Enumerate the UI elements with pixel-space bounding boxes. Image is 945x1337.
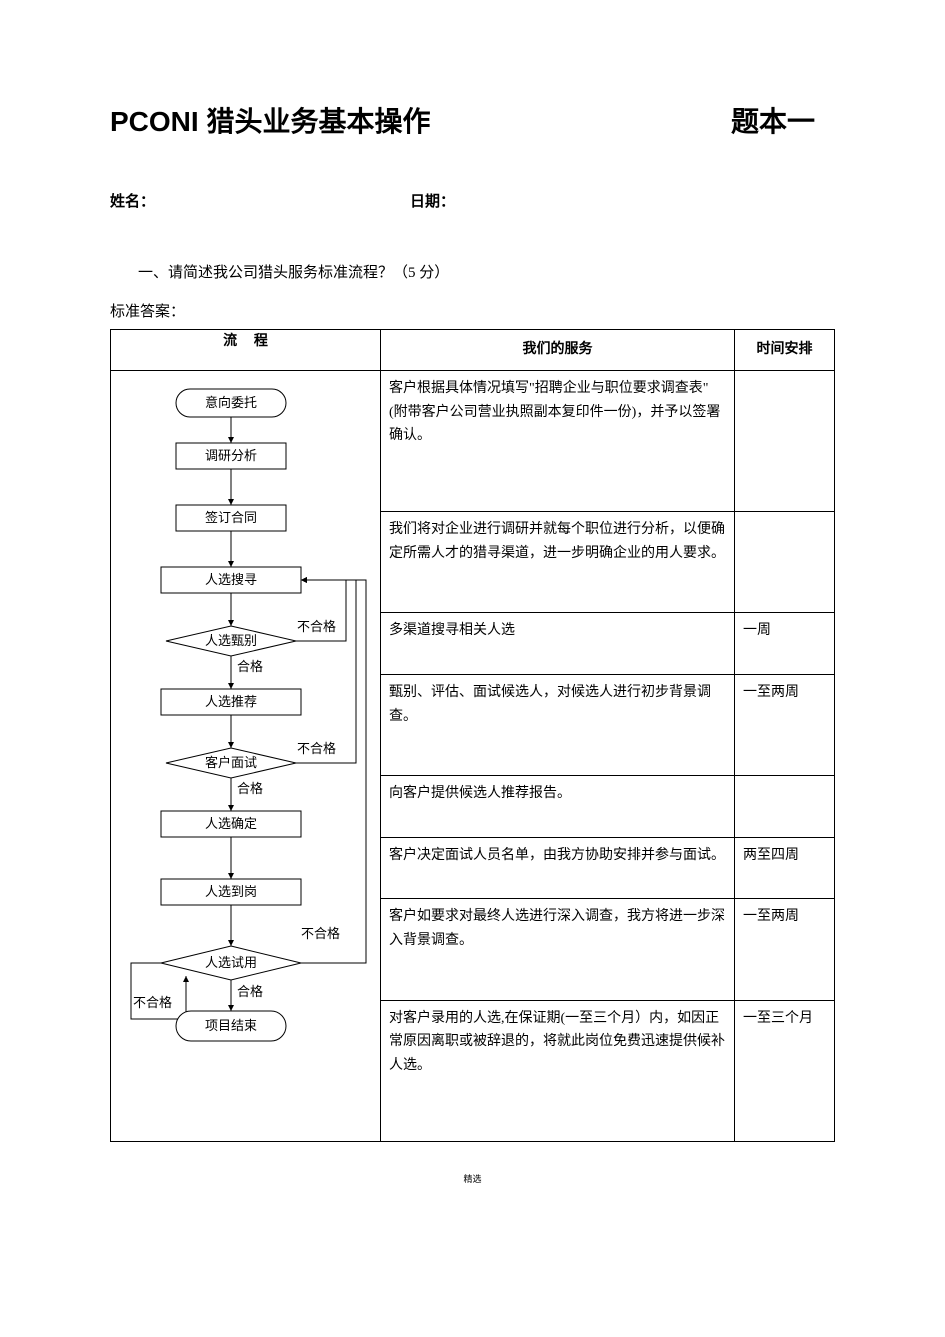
flow-node: 人选甄别 — [205, 633, 257, 648]
th-service: 我们的服务 — [381, 330, 735, 371]
flow-node: 人选到岗 — [205, 884, 257, 899]
flow-node: 意向委托 — [205, 395, 257, 410]
question-text: 一、请简述我公司猎头服务标准流程？（5 分） — [110, 261, 835, 282]
flow-label-fail: 不合格 — [301, 926, 340, 941]
flow-node: 人选搜寻 — [205, 572, 257, 587]
cell-time — [735, 511, 835, 612]
cell-time — [735, 776, 835, 838]
flowchart-svg: 意向委托 调研分析 签订合同 人选搜寻 人选甄别 — [111, 371, 379, 1141]
flowchart-cell: 意向委托 调研分析 签订合同 人选搜寻 人选甄别 — [111, 370, 381, 1141]
th-time: 时间安排 — [735, 330, 835, 371]
flow-node: 人选确定 — [205, 816, 257, 831]
cell-service: 多渠道搜寻相关人选 — [381, 613, 735, 675]
flow-node: 客户面试 — [205, 755, 257, 770]
flow-node: 项目结束 — [205, 1018, 257, 1033]
flow-node: 人选推荐 — [205, 694, 257, 709]
table-row: 意向委托 调研分析 签订合同 人选搜寻 人选甄别 — [111, 370, 835, 511]
title-main: PCONI 猎头业务基本操作 — [110, 100, 430, 140]
flow-label-fail: 不合格 — [297, 741, 336, 756]
flow-node: 签订合同 — [205, 510, 257, 525]
cell-service: 对客户录用的人选,在保证期(一至三个月）内，如因正常原因离职或被辞退的，将就此岗… — [381, 1000, 735, 1141]
flow-label-fail: 不合格 — [297, 619, 336, 634]
cell-time — [735, 370, 835, 511]
answer-label: 标准答案： — [110, 300, 835, 321]
cell-time: 两至四周 — [735, 837, 835, 899]
cell-time: 一至两周 — [735, 899, 835, 1000]
info-row: 姓名： 日期： — [110, 190, 835, 211]
cell-time: 一至两周 — [735, 674, 835, 775]
answer-table: 流程 我们的服务 时间安排 意向委托 — [110, 329, 835, 1142]
th-flow: 流程 — [111, 330, 381, 371]
title-sub: 题本一 — [731, 100, 815, 140]
flow-label-fail: 不合格 — [133, 995, 172, 1010]
flow-node: 调研分析 — [205, 448, 257, 463]
footer-text: 精选 — [110, 1172, 835, 1185]
name-label: 姓名： — [110, 190, 410, 211]
date-label: 日期： — [410, 190, 455, 211]
flow-label-pass: 合格 — [237, 659, 263, 674]
cell-service: 我们将对企业进行调研并就每个职位进行分析，以便确定所需人才的猎寻渠道，进一步明确… — [381, 511, 735, 612]
flow-label-pass: 合格 — [237, 781, 263, 796]
flow-node: 人选试用 — [205, 955, 257, 970]
cell-time: 一至三个月 — [735, 1000, 835, 1141]
cell-service: 向客户提供候选人推荐报告。 — [381, 776, 735, 838]
cell-service: 客户根据具体情况填写"招聘企业与职位要求调查表"(附带客户公司营业执照副本复印件… — [381, 370, 735, 511]
cell-service: 客户决定面试人员名单，由我方协助安排并参与面试。 — [381, 837, 735, 899]
cell-service: 甄别、评估、面试候选人，对候选人进行初步背景调查。 — [381, 674, 735, 775]
cell-service: 客户如要求对最终人选进行深入调查，我方将进一步深入背景调查。 — [381, 899, 735, 1000]
flow-label-pass: 合格 — [237, 984, 263, 999]
title-row: PCONI 猎头业务基本操作 题本一 — [110, 100, 835, 140]
cell-time: 一周 — [735, 613, 835, 675]
